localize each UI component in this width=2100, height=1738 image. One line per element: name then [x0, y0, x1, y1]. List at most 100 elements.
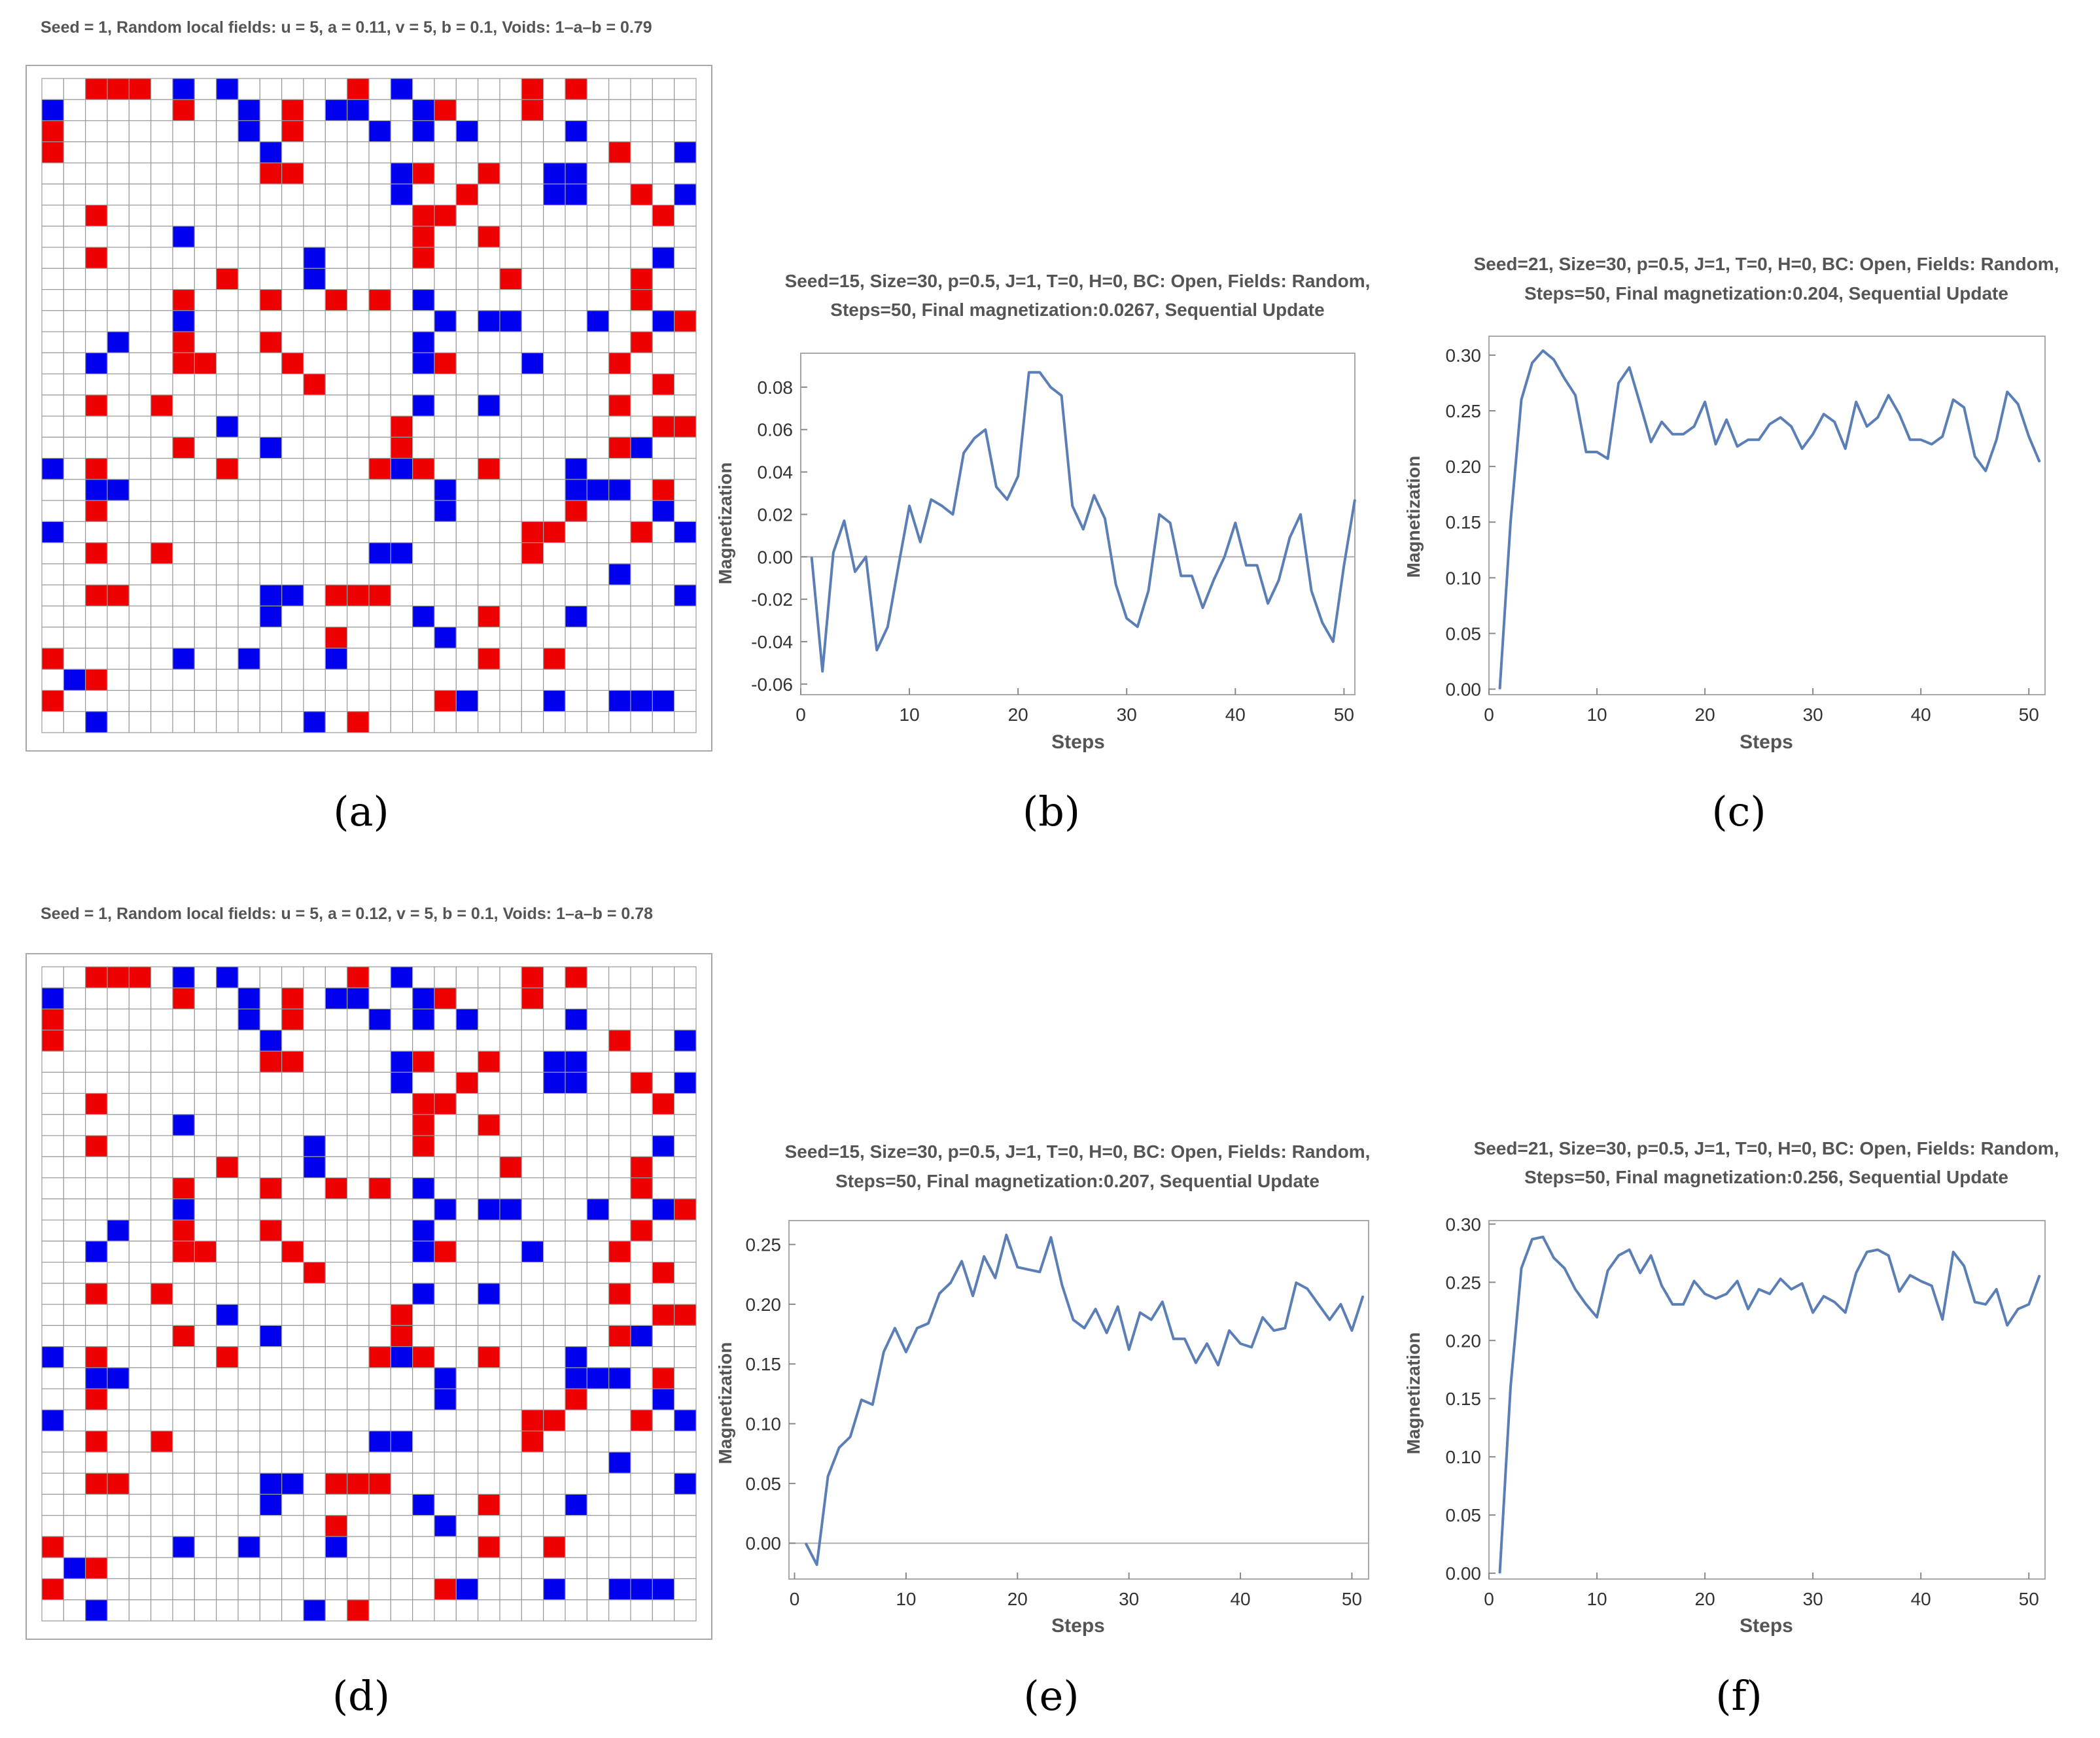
void-cell	[390, 669, 413, 691]
spin-down-cell	[303, 268, 326, 290]
void-cell	[434, 1409, 457, 1432]
void-cell	[150, 1557, 173, 1580]
data-point	[1866, 1251, 1868, 1253]
void-cell	[324, 331, 348, 353]
void-cell	[586, 120, 610, 143]
void-cell	[85, 987, 108, 1010]
void-cell	[390, 1283, 413, 1305]
spin-down-cell	[41, 99, 64, 122]
void-cell	[85, 99, 108, 122]
void-cell	[434, 374, 457, 396]
void-cell	[281, 669, 304, 691]
void-cell	[499, 331, 522, 353]
spin-down-cell	[455, 689, 479, 712]
void-cell	[128, 415, 152, 438]
spin-down-cell	[608, 1578, 631, 1601]
void-cell	[194, 141, 217, 164]
void-cell	[499, 374, 522, 396]
void-cell	[565, 627, 587, 649]
spin-down-cell	[85, 352, 108, 375]
void-cell	[521, 310, 544, 332]
void-cell	[303, 1177, 326, 1200]
void-cell	[390, 1240, 413, 1263]
void-cell	[412, 627, 435, 649]
void-cell	[565, 436, 587, 459]
void-cell	[237, 1135, 260, 1157]
void-cell	[281, 1493, 304, 1516]
void-cell	[565, 1451, 587, 1474]
void-cell	[128, 394, 152, 417]
spin-up-cell	[172, 99, 195, 122]
void-cell	[194, 415, 217, 438]
void-cell	[128, 1177, 152, 1200]
spin-up-cell	[630, 1409, 653, 1432]
void-cell	[172, 584, 195, 607]
void-cell	[412, 310, 435, 332]
spin-down-cell	[652, 1578, 675, 1601]
spin-down-cell	[41, 458, 64, 480]
void-cell	[63, 352, 86, 375]
void-cell	[324, 120, 348, 143]
void-cell	[237, 1409, 260, 1432]
void-cell	[630, 479, 653, 501]
void-cell	[303, 183, 326, 206]
void-cell	[41, 1472, 64, 1495]
void-cell	[63, 458, 86, 480]
void-cell	[194, 1304, 217, 1326]
void-cell	[390, 1092, 413, 1115]
void-cell	[216, 1431, 239, 1453]
spin-down-cell	[674, 141, 697, 164]
void-cell	[41, 1515, 64, 1537]
void-cell	[543, 1008, 566, 1031]
void-cell	[63, 162, 86, 184]
void-cell	[630, 162, 653, 184]
void-cell	[412, 1367, 435, 1389]
void-cell	[368, 310, 391, 332]
void-cell	[324, 1071, 348, 1094]
spin-up-cell	[347, 584, 370, 607]
y-tick-label: 0.20	[1446, 457, 1482, 477]
void-cell	[586, 521, 610, 544]
void-cell	[368, 1156, 391, 1179]
spin-down-cell	[216, 415, 239, 438]
void-cell	[324, 689, 348, 712]
void-cell	[455, 310, 479, 332]
void-cell	[521, 627, 544, 649]
void-cell	[85, 605, 108, 628]
void-cell	[237, 436, 260, 459]
void-cell	[63, 1030, 86, 1052]
void-cell	[586, 1515, 610, 1537]
void-cell	[172, 415, 195, 438]
void-cell	[608, 1219, 631, 1242]
void-cell	[303, 689, 326, 712]
void-cell	[128, 648, 152, 670]
void-cell	[85, 183, 108, 206]
spin-down-cell	[85, 1240, 108, 1263]
spin-down-cell	[565, 120, 587, 143]
void-cell	[172, 120, 195, 143]
void-cell	[150, 1262, 173, 1284]
void-cell	[237, 1325, 260, 1347]
void-cell	[281, 500, 304, 523]
void-cell	[216, 183, 239, 206]
void-cell	[237, 1451, 260, 1474]
data-point	[1629, 1249, 1630, 1251]
void-cell	[107, 394, 130, 417]
spin-down-cell	[85, 711, 108, 733]
void-cell	[565, 247, 587, 269]
void-cell	[172, 204, 195, 227]
void-cell	[390, 500, 413, 523]
void-cell	[237, 1472, 260, 1495]
void-cell	[499, 1114, 522, 1136]
void-cell	[543, 1198, 566, 1221]
void-cell	[194, 1156, 217, 1179]
void-cell	[128, 331, 152, 353]
void-cell	[259, 1367, 283, 1389]
void-cell	[237, 1515, 260, 1537]
void-cell	[324, 415, 348, 438]
void-cell	[281, 479, 304, 501]
void-cell	[41, 1283, 64, 1305]
void-cell	[630, 1536, 653, 1558]
void-cell	[434, 1219, 457, 1242]
void-cell	[390, 689, 413, 712]
